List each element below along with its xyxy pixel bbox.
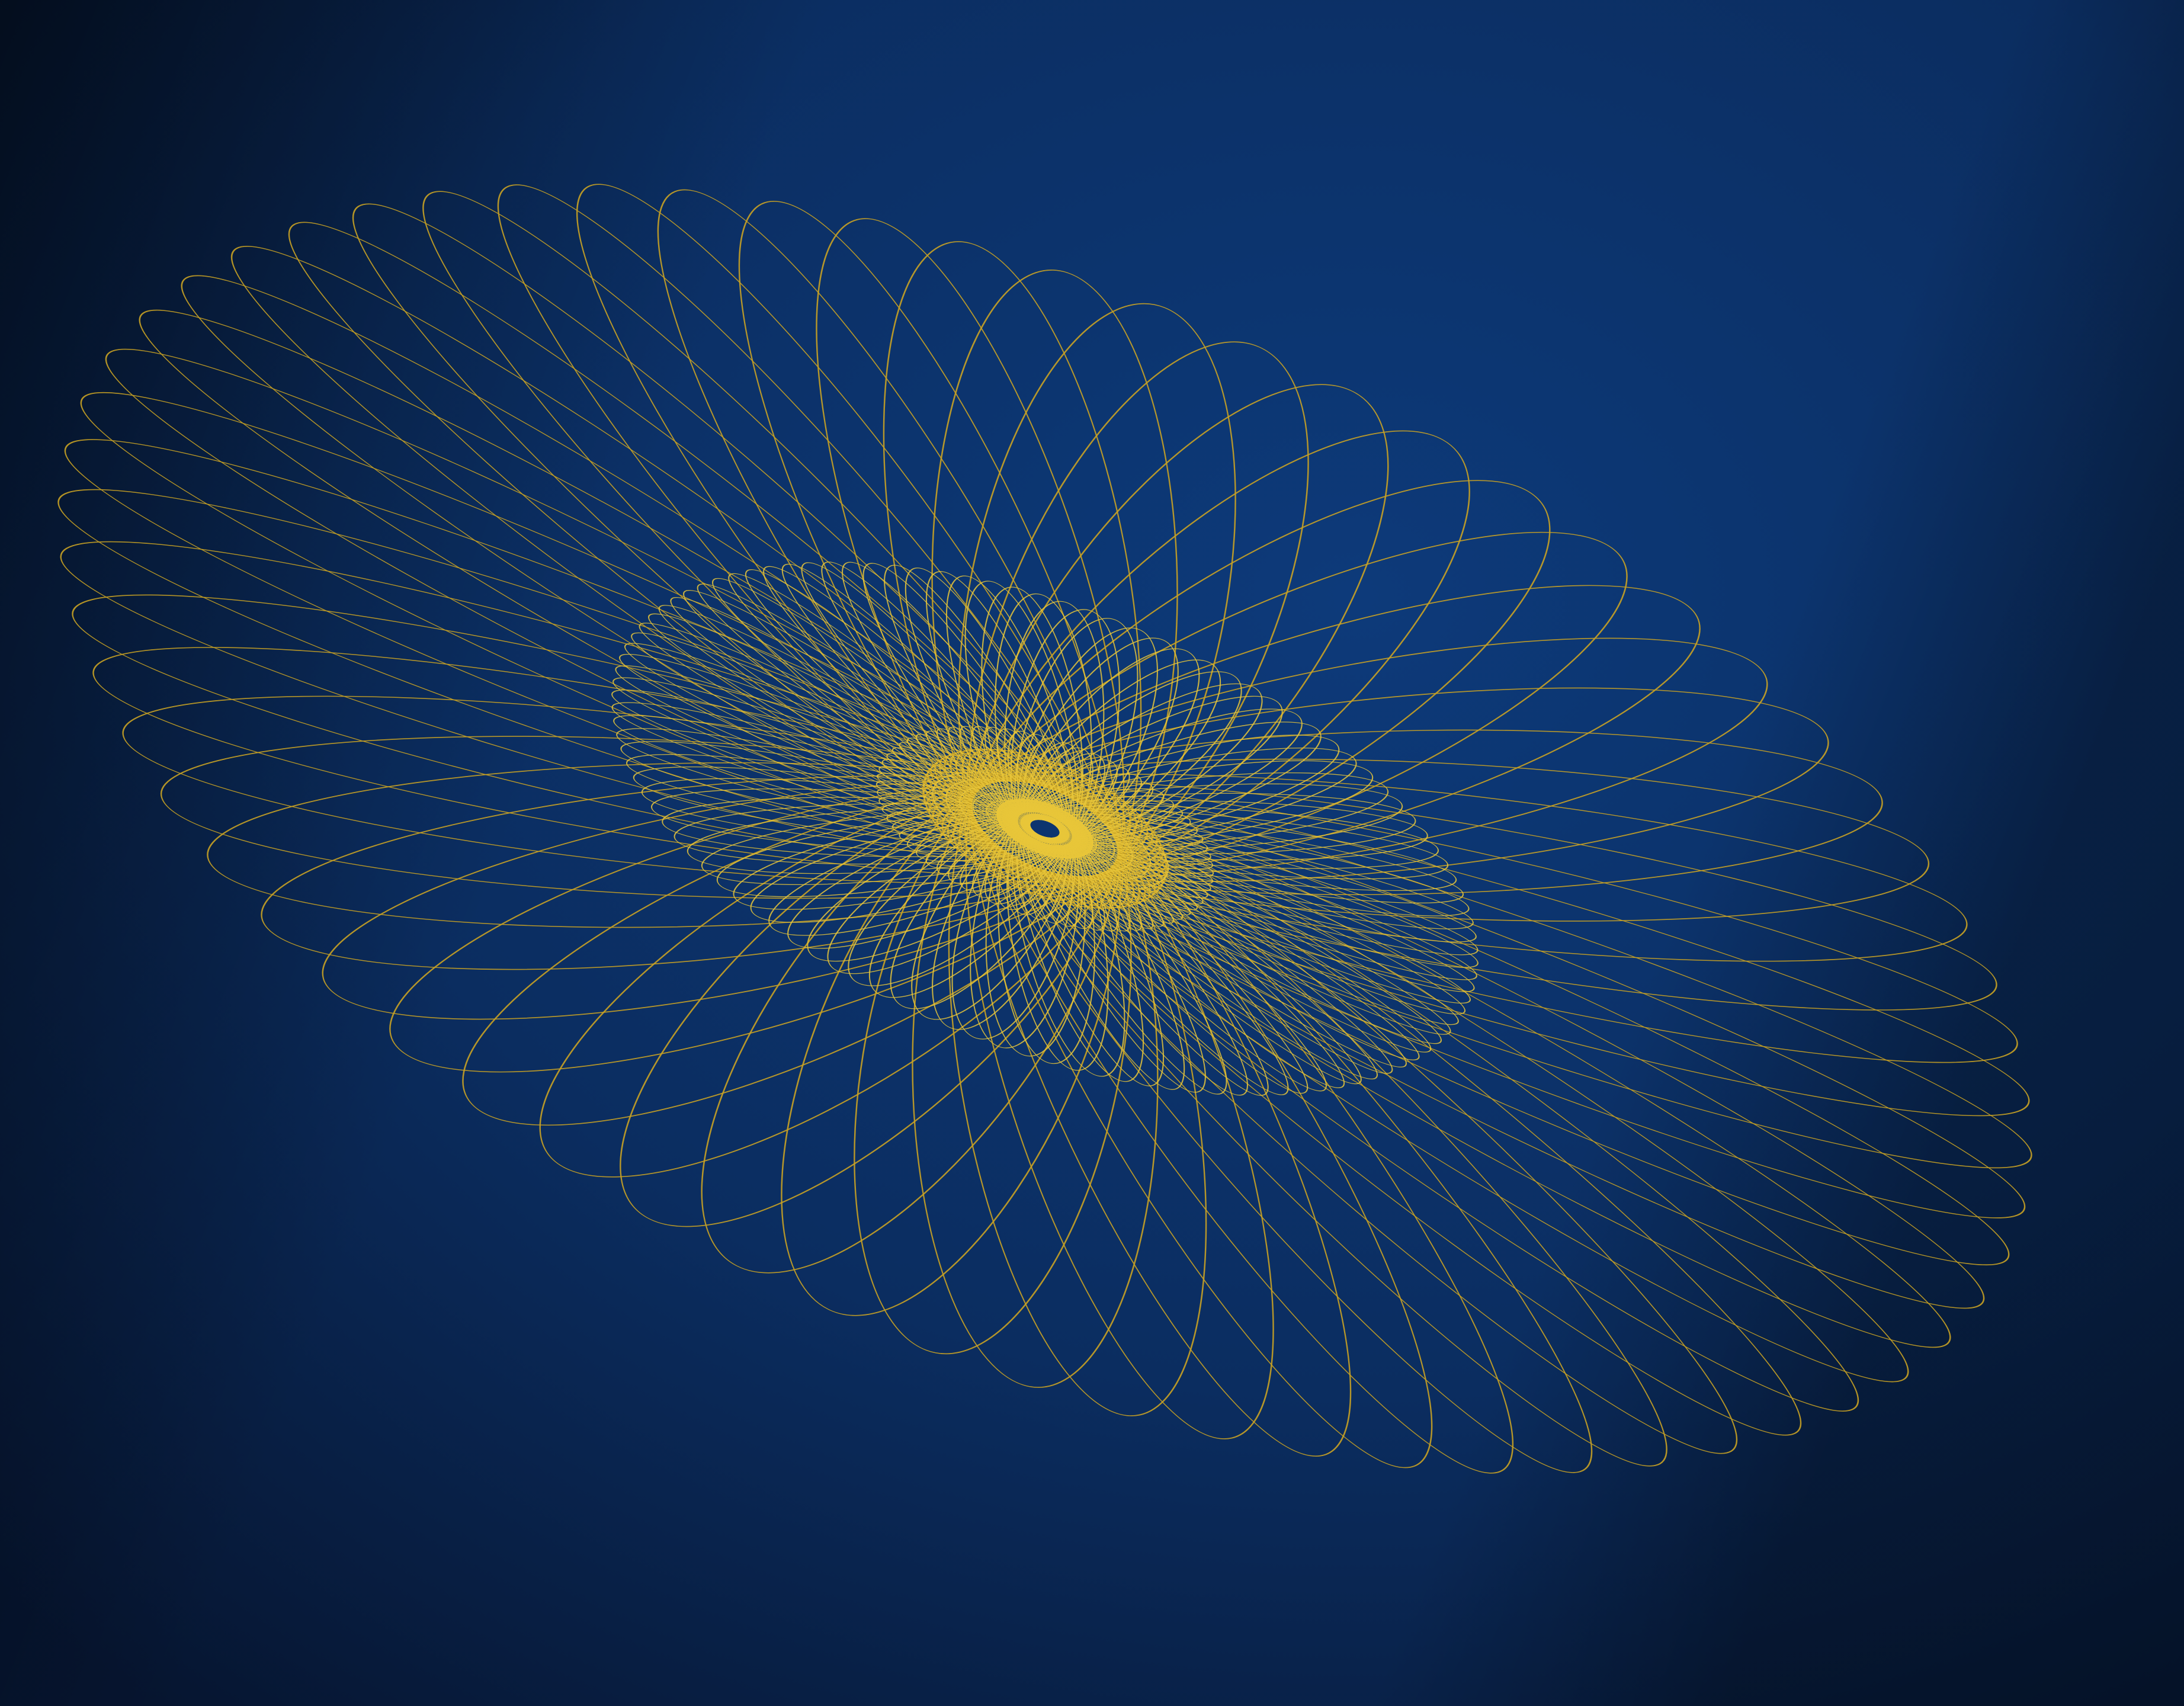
core-spiral xyxy=(875,726,1214,932)
wire-ellipse xyxy=(964,480,1551,883)
wire-ellipse xyxy=(932,758,1930,922)
wire-ellipse xyxy=(947,637,1768,878)
wire-ellipse xyxy=(925,779,1997,1011)
core-ellipse xyxy=(959,785,1133,873)
wire-ellipse xyxy=(996,807,1475,992)
wire-ellipse xyxy=(953,585,1701,878)
wire-ellipse xyxy=(923,771,2026,1218)
core-ellipse xyxy=(932,771,1169,890)
core-ellipse xyxy=(999,807,1079,846)
core-ellipse xyxy=(986,800,1098,855)
core-ellipse xyxy=(945,778,1152,881)
core-ellipse xyxy=(972,793,1115,864)
wire-ellipse xyxy=(1020,818,1214,884)
wire-ellipse xyxy=(922,778,2030,1117)
